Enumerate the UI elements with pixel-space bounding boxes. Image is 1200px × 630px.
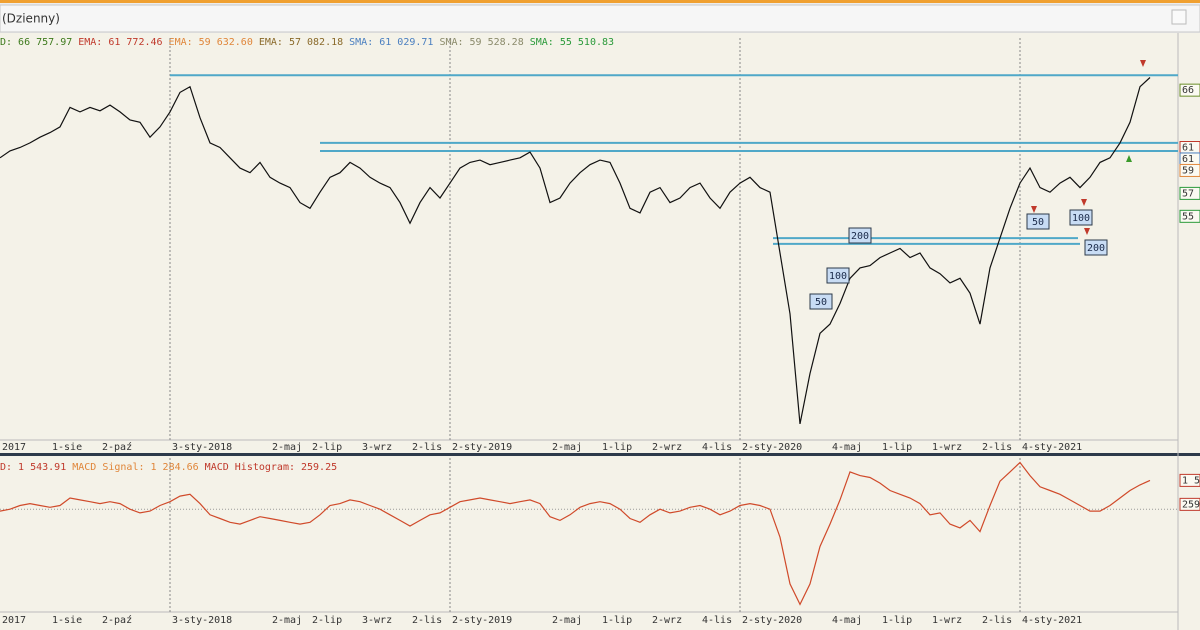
x-tick-label: 2-lip	[312, 442, 342, 453]
x-tick-label: 3-wrz	[362, 615, 392, 626]
series-line	[0, 461, 1151, 606]
legend-entry: EMA: 57 082.18	[259, 37, 343, 48]
legend-text: D: 66 757.97 EMA: 61 772.46 EMA: 59 632.60…	[0, 37, 614, 48]
signal-arrow	[1126, 155, 1132, 162]
annotation-box	[809, 293, 833, 310]
legend-entry: SMA: 59 528.28	[439, 37, 523, 48]
annotation-label: 200	[851, 231, 869, 242]
x-tick-label: 1-sie	[52, 442, 82, 453]
x-tick-label: 2-maj	[552, 615, 582, 626]
x-tick-label: 4-maj	[832, 442, 862, 453]
macd-panel	[0, 456, 1200, 630]
legend-entry: D: 66 757.97	[0, 37, 72, 48]
window-title: (Dzienny)	[2, 12, 60, 26]
x-tick-label: 2-maj	[552, 442, 582, 453]
legend-entry: D: 1 543.91	[0, 462, 66, 473]
annotation-label: 100	[1072, 213, 1090, 224]
annotation-box	[1069, 209, 1093, 226]
x-tick-label: 2-lis	[412, 615, 442, 626]
x-tick-label: 2017	[2, 615, 26, 626]
annotation-label: 50	[815, 297, 827, 308]
annotation-label: 50	[1032, 217, 1044, 228]
x-tick-label: 4-lis	[702, 615, 732, 626]
signal-arrow	[1081, 199, 1087, 206]
legend-text: D: 1 543.91 MACD Signal: 1 284.66 MACD His…	[0, 462, 337, 473]
x-tick-label: 1-wrz	[932, 442, 962, 453]
x-tick-label: 2-wrz	[652, 442, 682, 453]
value-tag	[1179, 186, 1200, 200]
legend-entry: SMA: 55 510.83	[530, 37, 614, 48]
x-tick-label: 2-sty-2020	[742, 615, 802, 626]
x-tick-label: 1-lip	[882, 615, 912, 626]
x-tick-label: 2-maj	[272, 615, 302, 626]
x-tick-label: 2-lis	[982, 615, 1012, 626]
x-tick-label: 4-maj	[832, 615, 862, 626]
annotation-box	[1084, 239, 1108, 256]
x-tick-label: 1-lip	[602, 615, 632, 626]
series-line	[0, 77, 1151, 425]
x-tick-label: 2-sty-2020	[742, 442, 802, 453]
x-tick-label: 1-lip	[602, 442, 632, 453]
top-accent	[0, 0, 1200, 3]
legend-entry: SMA: 61 029.71	[349, 37, 433, 48]
annotation-box	[848, 227, 872, 244]
x-tick-label: 4-sty-2021	[1022, 442, 1082, 453]
x-tick-label: 2-paź	[102, 441, 132, 453]
x-tick-label: 4-sty-2021	[1022, 615, 1082, 626]
x-tick-label: 2-sty-2019	[452, 615, 512, 626]
annotation-label: 200	[1087, 243, 1105, 254]
panel-separator	[0, 453, 1200, 456]
x-tick-label: 3-wrz	[362, 442, 392, 453]
x-tick-label: 1-sie	[52, 615, 82, 626]
value-tag-label: 57	[1182, 188, 1194, 199]
value-tag-label: 55	[1182, 211, 1194, 222]
window-button[interactable]	[1171, 9, 1187, 25]
x-tick-label: 2-maj	[272, 442, 302, 453]
x-tick-label: 2017	[2, 442, 26, 453]
macd-legend: D: 1 543.91 MACD Signal: 1 284.66 MACD His…	[0, 462, 337, 473]
value-tag-label: 59	[1182, 165, 1194, 176]
x-tick-label: 4-lis	[702, 442, 732, 453]
value-tag-label: 61	[1182, 143, 1194, 154]
signal-arrow	[1031, 206, 1037, 213]
legend-entry: MACD Signal: 1 284.66	[72, 462, 198, 473]
legend-entry: EMA: 59 632.60	[169, 37, 253, 48]
signal-arrow	[1084, 228, 1090, 235]
value-tag	[1179, 497, 1200, 511]
annotation-box	[826, 267, 850, 284]
value-tag-label: 61	[1182, 154, 1194, 165]
value-tag	[1179, 163, 1200, 177]
annotation-label: 100	[829, 271, 847, 282]
x-tick-label: 1-lip	[882, 442, 912, 453]
value-tag	[1179, 209, 1200, 223]
x-tick-label: 2-sty-2019	[452, 442, 512, 453]
x-tick-label: 2-lip	[312, 615, 342, 626]
x-tick-label: 2-paź	[102, 614, 132, 626]
annotation-box	[1026, 213, 1050, 230]
value-tag-label: 1 5	[1182, 475, 1200, 486]
legend-entry: EMA: 61 772.46	[78, 37, 162, 48]
x-tick-label: 2-wrz	[652, 615, 682, 626]
x-tick-label: 2-lis	[982, 442, 1012, 453]
value-tag	[1179, 83, 1200, 97]
price-legend: D: 66 757.97 EMA: 61 772.46 EMA: 59 632.60…	[0, 37, 614, 48]
x-tick-label: 3-sty-2018	[172, 615, 232, 626]
legend-entry: MACD Histogram: 259.25	[205, 462, 337, 473]
signal-arrow	[1140, 60, 1146, 67]
title-bar	[0, 4, 1200, 33]
value-tag	[1179, 473, 1200, 487]
x-tick-label: 3-sty-2018	[172, 442, 232, 453]
value-tag-label: 66	[1182, 85, 1194, 96]
x-tick-label: 2-lis	[412, 442, 442, 453]
value-tag-label: 259	[1182, 499, 1200, 510]
x-tick-label: 1-wrz	[932, 615, 962, 626]
